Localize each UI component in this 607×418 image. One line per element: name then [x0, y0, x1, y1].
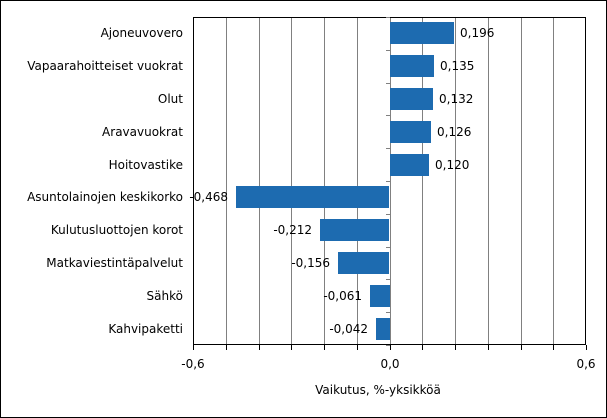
- category-tick: [386, 181, 390, 182]
- category-tick: [386, 312, 390, 313]
- bar: [390, 22, 454, 44]
- bar-value-label: -0,212: [273, 223, 312, 237]
- gridline: [521, 18, 522, 344]
- bar-value-label: 0,126: [437, 125, 472, 139]
- category-label: Sähkö: [146, 289, 183, 303]
- category-label: Kahvipaketti: [108, 322, 183, 336]
- bar-value-label: -0,042: [329, 322, 368, 336]
- category-tick: [386, 17, 390, 18]
- bar-value-label: -0,156: [291, 256, 330, 270]
- category-label: Matkaviestintäpalvelut: [46, 256, 183, 270]
- x-axis-tick: [455, 345, 456, 350]
- category-tick: [386, 148, 390, 149]
- x-axis-tick: [422, 345, 423, 350]
- category-tick: [386, 50, 390, 51]
- category-tick: [386, 345, 390, 346]
- bar: [390, 88, 433, 110]
- bar: [390, 55, 434, 77]
- x-tick-label: 0,0: [380, 357, 400, 371]
- bar-value-label: 0,120: [435, 158, 470, 172]
- bar: [390, 154, 429, 176]
- gridline: [357, 18, 358, 344]
- gridline: [488, 18, 489, 344]
- category-label: Ajoneuvovero: [100, 26, 183, 40]
- x-axis-title: Vaikutus, %-yksikköä: [315, 383, 441, 397]
- category-label: Vapaarahoitteiset vuokrat: [27, 59, 183, 73]
- bar-value-label: 0,196: [460, 26, 495, 40]
- bar: [376, 318, 390, 340]
- category-label: Olut: [157, 92, 183, 106]
- category-tick: [386, 247, 390, 248]
- gridline: [553, 18, 554, 344]
- gridline: [226, 18, 227, 344]
- bar-value-label: -0,061: [323, 289, 362, 303]
- x-axis-tick: [259, 345, 260, 350]
- category-label: Kulutusluottojen korot: [50, 223, 183, 237]
- x-axis-tick: [390, 345, 391, 350]
- gridline: [259, 18, 260, 344]
- gridline: [291, 18, 292, 344]
- bar: [320, 219, 389, 241]
- gridline: [455, 18, 456, 344]
- x-axis-tick: [357, 345, 358, 350]
- category-tick: [386, 214, 390, 215]
- category-label: Aravavuokrat: [102, 125, 183, 139]
- bar: [390, 121, 431, 143]
- category-label: Hoitovastike: [108, 158, 183, 172]
- bar-value-label: -0,468: [189, 190, 228, 204]
- x-axis-tick: [553, 345, 554, 350]
- bar: [236, 186, 389, 208]
- category-tick: [386, 115, 390, 116]
- x-axis-tick: [586, 345, 587, 350]
- category-label: Asuntolainojen keskikorko: [27, 190, 183, 204]
- category-tick: [386, 83, 390, 84]
- gridline: [422, 18, 423, 344]
- bar-value-label: 0,135: [440, 59, 475, 73]
- bar-value-label: 0,132: [439, 92, 474, 106]
- zero-axis-line: [390, 18, 391, 344]
- bar: [338, 252, 389, 274]
- bar: [370, 285, 390, 307]
- category-tick: [386, 279, 390, 280]
- x-axis-tick: [488, 345, 489, 350]
- x-tick-label: 0,6: [576, 357, 596, 371]
- x-tick-label: -0,6: [181, 357, 205, 371]
- x-axis-tick: [193, 345, 194, 350]
- x-axis-tick: [291, 345, 292, 350]
- x-axis-tick: [226, 345, 227, 350]
- x-axis-tick: [521, 345, 522, 350]
- gridline: [324, 18, 325, 344]
- x-axis-tick: [324, 345, 325, 350]
